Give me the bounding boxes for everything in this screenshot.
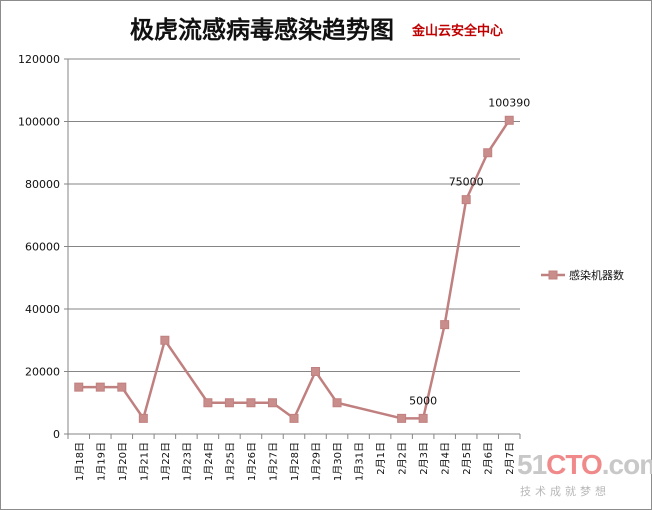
x-tick-label: 2月3日 bbox=[418, 442, 430, 475]
x-tick-label: 1月31日 bbox=[354, 442, 366, 481]
data-point bbox=[418, 413, 428, 423]
x-tick-label: 1月29日 bbox=[311, 442, 323, 481]
x-tick-label: 1月20日 bbox=[117, 442, 129, 481]
y-tick-label: 20000 bbox=[25, 366, 60, 379]
data-point bbox=[289, 413, 299, 423]
x-tick-label: 1月23日 bbox=[181, 442, 193, 481]
x-tick-label: 2月5日 bbox=[461, 442, 473, 475]
data-point bbox=[311, 367, 321, 376]
chart-subtitle: 金山云安全中心 bbox=[412, 24, 504, 39]
y-tick-label: 120000 bbox=[18, 53, 60, 66]
x-tick-label: 1月21日 bbox=[138, 442, 150, 481]
x-tick-label: 1月24日 bbox=[203, 442, 215, 481]
y-tick-label: 80000 bbox=[25, 178, 60, 191]
x-tick-label: 1月22日 bbox=[160, 442, 172, 481]
watermark-brand: 51CTO.com bbox=[517, 449, 652, 480]
x-tick-label: 2月7日 bbox=[504, 442, 516, 475]
legend-marker bbox=[548, 270, 558, 280]
data-point bbox=[267, 398, 277, 408]
data-point bbox=[203, 398, 213, 408]
series-line bbox=[78, 119, 511, 420]
x-tick-label: 1月30日 bbox=[332, 442, 344, 481]
x-tick-label: 2月6日 bbox=[483, 442, 495, 475]
data-point bbox=[74, 382, 84, 392]
data-point bbox=[461, 195, 471, 205]
x-tick-label: 1月25日 bbox=[224, 442, 236, 481]
data-point bbox=[246, 398, 256, 408]
data-point bbox=[138, 413, 148, 423]
data-point bbox=[440, 320, 450, 330]
x-tick-label: 1月27日 bbox=[267, 442, 279, 481]
data-point bbox=[224, 398, 234, 408]
x-tick-label: 2月1日 bbox=[375, 442, 387, 475]
data-point bbox=[483, 148, 493, 158]
x-tick-label: 1月28日 bbox=[289, 442, 301, 481]
y-tick-label: 0 bbox=[53, 428, 60, 441]
legend-label: 感染机器数 bbox=[569, 268, 624, 282]
data-label: 5000 bbox=[409, 394, 437, 407]
watermark-slogan: 技术成就梦想 bbox=[520, 485, 610, 498]
y-tick-label: 60000 bbox=[25, 241, 60, 254]
data-label: 75000 bbox=[449, 176, 484, 189]
x-tick-label: 2月4日 bbox=[440, 442, 452, 475]
data-point bbox=[332, 398, 342, 408]
chart-title: 极虎流感病毒感染趋势图 bbox=[130, 15, 394, 44]
data-point bbox=[397, 413, 407, 423]
y-tick-label: 40000 bbox=[25, 303, 60, 316]
data-label: 100390 bbox=[488, 96, 530, 109]
data-point bbox=[504, 115, 514, 125]
data-point bbox=[160, 335, 170, 345]
y-tick-label: 100000 bbox=[18, 116, 60, 129]
x-tick-label: 1月18日 bbox=[74, 442, 86, 481]
data-point bbox=[117, 382, 127, 392]
x-tick-label: 1月26日 bbox=[246, 442, 258, 481]
x-tick-label: 2月2日 bbox=[397, 442, 409, 475]
data-point bbox=[95, 382, 105, 392]
x-tick-label: 1月19日 bbox=[95, 442, 107, 481]
